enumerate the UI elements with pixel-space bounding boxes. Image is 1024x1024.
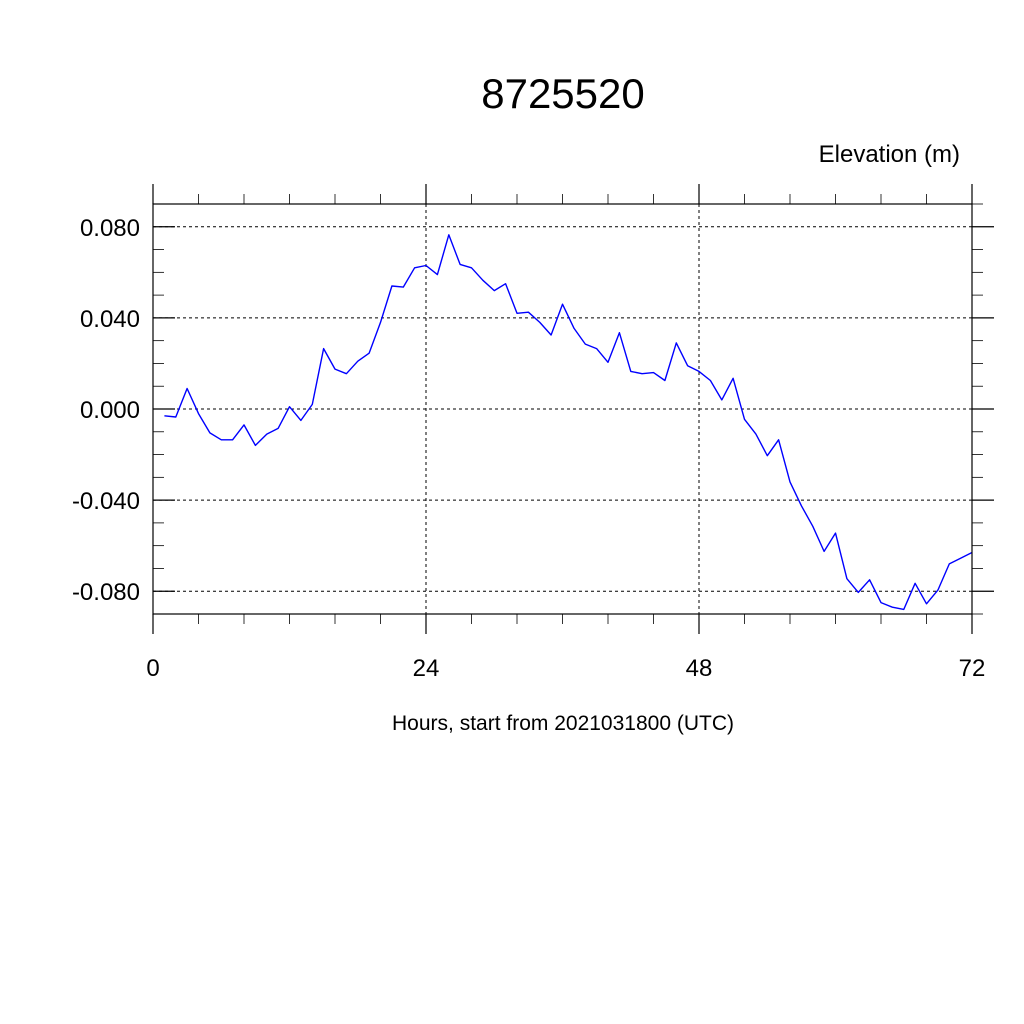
tick-labels: 0 24 48 72 0.080 0.040 0.000 -0.040 -0.080 xyxy=(72,215,985,682)
y-tick-label: 0.040 xyxy=(80,306,140,333)
y-axis-label: Elevation (m) xyxy=(819,141,960,168)
plot-frame xyxy=(152,203,973,615)
chart-title: 8725520 xyxy=(481,70,645,117)
x-axis-label: Hours, start from 2021031800 (UTC) xyxy=(392,712,734,735)
y-tick-label: -0.040 xyxy=(72,488,140,515)
y-tick-label: 0.000 xyxy=(80,397,140,424)
y-tick-label: -0.080 xyxy=(72,579,140,606)
x-tick-label: 24 xyxy=(413,655,440,682)
x-tick-label: 72 xyxy=(959,655,986,682)
x-tick-label: 0 xyxy=(146,655,159,682)
series-line xyxy=(164,234,973,611)
axis-ticks xyxy=(152,184,994,634)
x-tick-label: 48 xyxy=(686,655,713,682)
series-layer xyxy=(164,234,973,611)
y-tick-label: 0.080 xyxy=(80,215,140,242)
grid-lines xyxy=(153,204,972,614)
